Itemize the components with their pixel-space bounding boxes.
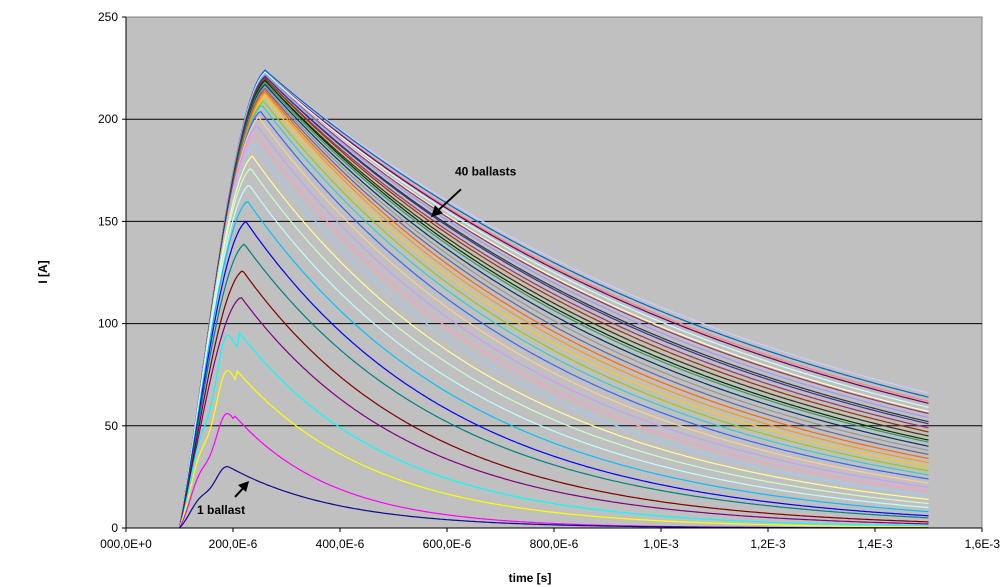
series-line-17 — [178, 110, 929, 529]
series-line-40 — [178, 69, 929, 529]
x-tick-label: 400,0E-6 — [316, 537, 365, 551]
annotation-arrowhead-1 — [238, 480, 250, 492]
series-line-4 — [178, 331, 929, 529]
series-line-27 — [178, 79, 929, 529]
series-line-11 — [178, 167, 929, 529]
annotations: 40 ballasts 1 ballast — [197, 164, 517, 517]
annotation-40-ballasts: 40 ballasts — [455, 164, 517, 178]
x-tick-label: 800,0E-6 — [530, 537, 579, 551]
series-line-16 — [178, 116, 929, 529]
series-line-9 — [178, 200, 929, 529]
series-line-20 — [178, 95, 929, 529]
series-line-37 — [178, 71, 929, 529]
y-tick-label: 200 — [98, 112, 118, 126]
series-line-18 — [178, 105, 929, 529]
series-line-21 — [178, 91, 929, 529]
series-line-6 — [178, 270, 929, 529]
x-tick-label: 1,2E-3 — [750, 537, 786, 551]
series-line-29 — [178, 77, 929, 529]
series-line-33 — [178, 73, 929, 529]
series-line-34 — [178, 73, 929, 529]
y-tick-label: 100 — [98, 317, 118, 331]
series-line-39 — [178, 69, 929, 529]
series-group — [178, 69, 929, 529]
annotation-1-ballast: 1 ballast — [197, 503, 245, 517]
series-line-5 — [178, 297, 929, 529]
y-tick-label: 0 — [111, 521, 118, 535]
series-line-23 — [178, 87, 929, 529]
series-line-3 — [178, 369, 929, 529]
annotation-arrowhead-40 — [430, 205, 443, 218]
annotation-arrow-40 — [434, 188, 462, 215]
series-line-31 — [178, 75, 929, 529]
x-tick-label: 000,0E+0 — [100, 537, 152, 551]
x-tick-label: 600,0E-6 — [423, 537, 472, 551]
series-line-22 — [178, 89, 929, 529]
series-line-28 — [178, 79, 929, 529]
series-line-10 — [178, 184, 929, 529]
series-line-25 — [178, 83, 929, 529]
gridlines — [126, 118, 982, 427]
x-axis-title: time [s] — [509, 571, 552, 585]
series-line-24 — [178, 85, 929, 529]
x-tick-label: 1,6E-3 — [965, 537, 1001, 551]
series-line-36 — [178, 71, 929, 529]
series-line-26 — [178, 81, 929, 529]
y-tick-label: 150 — [98, 214, 118, 228]
x-tick-label: 1,0E-3 — [643, 537, 679, 551]
x-tick-label: 200,0E-6 — [209, 537, 258, 551]
y-tick-label: 250 — [98, 10, 118, 24]
series-line-13 — [178, 143, 929, 529]
series-line-12 — [178, 155, 929, 529]
series-line-14 — [178, 133, 929, 529]
series-line-30 — [178, 77, 929, 529]
y-tick-labels: 0 50 100 150 200 250 — [98, 10, 126, 535]
x-tick-label: 1,4E-3 — [857, 537, 893, 551]
series-line-19 — [178, 100, 929, 529]
y-axis-title: I [A] — [36, 260, 50, 283]
y-tick-label: 50 — [105, 419, 119, 433]
series-line-8 — [178, 220, 929, 529]
series-line-15 — [178, 124, 929, 529]
series-line-7 — [178, 243, 929, 529]
x-tick-labels: 000,0E+0 200,0E-6 400,0E-6 600,0E-6 800,0E-6… — [100, 528, 1000, 551]
